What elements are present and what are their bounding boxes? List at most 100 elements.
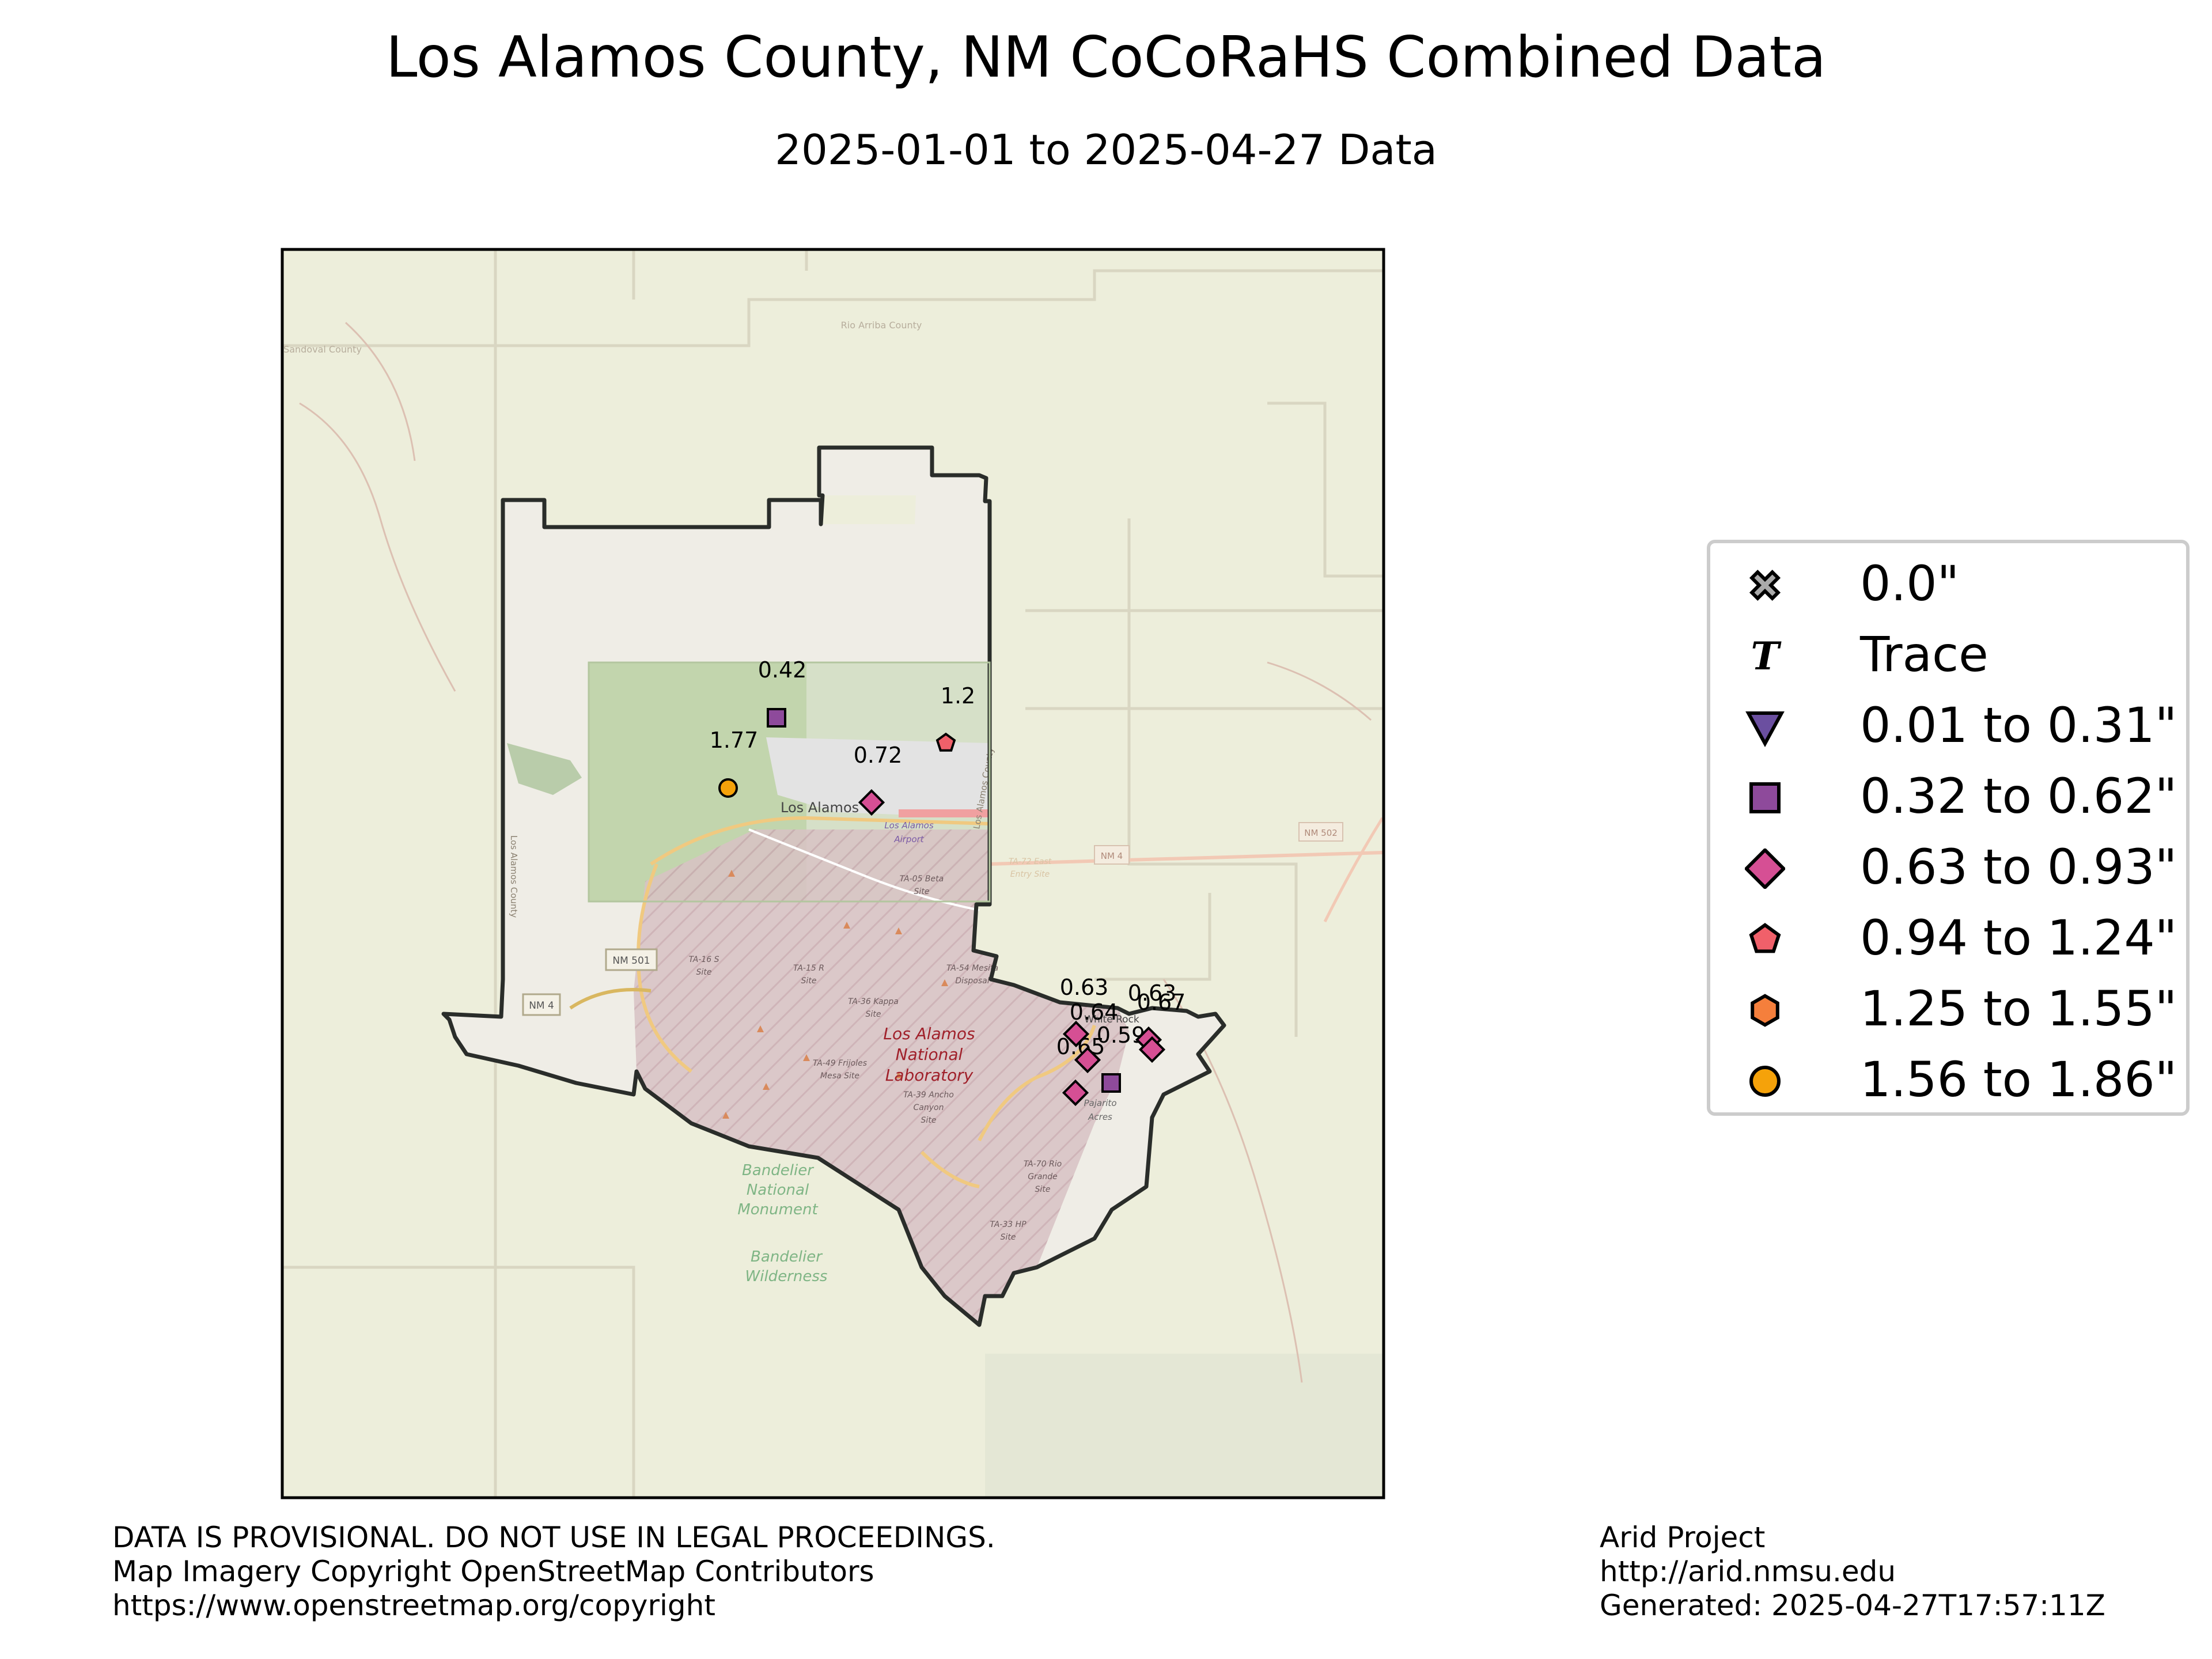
project-url[interactable]: http://arid.nmsu.edu [1600, 1555, 1896, 1588]
monument-label-3: Monument [737, 1201, 818, 1218]
disclaimer-text: DATA IS PROVISIONAL. DO NOT USE IN LEGAL… [112, 1521, 995, 1554]
circle-marker-icon [1749, 1066, 1781, 1097]
station-value-label: 0.72 [854, 743, 903, 768]
ta39-label-3: Site [921, 1116, 937, 1125]
sandoval-label: Sandoval County [283, 344, 362, 355]
station-value-label: 1.2 [941, 683, 975, 709]
legend-label: 0.01 to 0.31" [1860, 697, 2177, 753]
western-patch [507, 743, 582, 795]
national-laboratory-area [634, 830, 1129, 1325]
station-value-label: 0.67 [1137, 990, 1186, 1015]
road-nm501: NM 501 [612, 955, 650, 967]
pentagon-marker-icon [1749, 923, 1781, 953]
ta70-label-2: Grande [1028, 1172, 1058, 1181]
legend-item: 1.25 to 1.55" [1710, 974, 2186, 1045]
legend-label: 0.32 to 0.62" [1860, 768, 2177, 824]
triangle-down-marker-icon [1745, 711, 1785, 747]
airport-label-2: Airport [893, 834, 924, 844]
admin-boundaries [282, 249, 1384, 1498]
roads [569, 816, 1384, 1188]
road-nm4-east: NM 4 [1101, 851, 1123, 861]
footer-disclaimer: DATA IS PROVISIONAL. DO NOT USE IN LEGAL… [112, 1521, 995, 1623]
legend-item: 0.0" [1710, 549, 2186, 620]
ta39-label-1: TA-39 Ancho [903, 1090, 954, 1100]
ta16-label-1: TA-16 S [688, 955, 719, 964]
forest-outline [588, 661, 991, 903]
svg-text:T: T [1751, 636, 1782, 676]
road-shields [522, 822, 1343, 1016]
ta54-label-1: TA-54 Mesita [946, 964, 998, 973]
station-value-label: 0.42 [758, 657, 807, 683]
ta39-label-2: Canyon [914, 1103, 944, 1112]
legend-item: 0.32 to 0.62" [1710, 762, 2186, 832]
monument-label-1: Bandelier [742, 1162, 815, 1179]
legend-item: 0.01 to 0.31" [1710, 691, 2186, 762]
legend-item: T Trace [1710, 620, 2186, 691]
airport-runway [899, 809, 990, 817]
ta05-label-2: Site [914, 887, 930, 896]
legend-label: 1.56 to 1.86" [1860, 1051, 2177, 1108]
wilderness-label-1: Bandelier [751, 1248, 823, 1266]
ta16-label-2: Site [696, 968, 712, 977]
wilderness-label-2: Wilderness [745, 1268, 828, 1285]
station-marker[interactable] [1101, 1073, 1121, 1093]
x-marker-icon [1749, 569, 1781, 601]
generated-timestamp: Generated: 2025-04-27T17:57:11Z [1600, 1589, 2105, 1622]
station-marker[interactable] [1074, 1046, 1101, 1074]
legend: 0.0" T Trace 0.01 to 0.31" 0.32 to 0.62" 0.63… [1707, 540, 2190, 1116]
ta70-label-3: Site [1035, 1185, 1051, 1194]
airport-label-1: Los Alamos [884, 820, 934, 831]
legend-item: 1.56 to 1.86" [1710, 1045, 2186, 1116]
map-subtitle: 2025-01-01 to 2025-04-27 Data [775, 126, 1437, 174]
station-marker[interactable] [1062, 1020, 1090, 1048]
legend-item: 0.63 to 0.93" [1710, 832, 2186, 903]
project-name: Arid Project [1600, 1521, 1766, 1554]
station-marker[interactable] [767, 708, 786, 728]
station-value-label: 0.64 [1070, 999, 1119, 1025]
ta36-label-1: TA-36 Kappa [848, 997, 899, 1006]
county-label-west: Los Alamos County [509, 835, 519, 918]
legend-label: 0.94 to 1.24" [1860, 910, 2177, 966]
peak-markers [722, 870, 948, 1119]
square-marker-icon [1749, 782, 1781, 813]
ta33-label-1: TA-33 HP [990, 1220, 1027, 1229]
station-marker[interactable] [935, 732, 956, 752]
basemap-labels: Los Alamos Los Alamos Airport Los Alamos… [283, 320, 1338, 1285]
legend-item: 0.94 to 1.24" [1710, 903, 2186, 974]
station-value-label: 0.59 [1097, 1022, 1146, 1048]
pajarito-label-2: Acres [1088, 1112, 1112, 1122]
ta15-label-2: Site [801, 976, 817, 986]
map-title: Los Alamos County, NM CoCoRaHS Combined … [385, 25, 1827, 90]
monument-label-2: National [747, 1181, 809, 1199]
rio-arriba-label: Rio Arriba County [841, 320, 922, 331]
ta49-label-2: Mesa Site [820, 1071, 859, 1081]
footer-credits: Arid Project http://arid.nmsu.edu Genera… [1600, 1521, 2105, 1623]
station-value-label: 0.63 [1060, 975, 1109, 1000]
copyright-url[interactable]: https://www.openstreetmap.org/copyright [112, 1589, 715, 1622]
T-marker-icon: T [1751, 636, 1782, 676]
ta36-label-2: Site [866, 1010, 881, 1019]
station-marker[interactable] [1138, 1036, 1166, 1063]
ta15-label-1: TA-15 R [793, 964, 824, 973]
ta05-label-1: TA-05 Beta [900, 874, 944, 884]
diamond-marker-icon [1745, 849, 1785, 889]
map-frame [281, 248, 1385, 1499]
lab-label-2: National [896, 1045, 963, 1064]
legend-label: 0.63 to 0.93" [1860, 839, 2177, 895]
station-marker[interactable] [718, 778, 738, 798]
ta72-label-2: Entry Site [1010, 870, 1050, 879]
road-nm4-west: NM 4 [529, 1000, 554, 1012]
basemap: Los Alamos Los Alamos Airport Los Alamos… [282, 249, 1384, 1498]
ta33-label-2: Site [1001, 1233, 1016, 1242]
legend-label: 1.25 to 1.55" [1860, 980, 2177, 1037]
ta70-label-1: TA-70 Rio [1024, 1160, 1062, 1169]
town-label: Los Alamos [781, 800, 859, 816]
stations-layer: 0.421.21.770.720.63 0.630.64 0.670.590.65 [710, 657, 1186, 1107]
station-marker[interactable] [858, 789, 885, 816]
legend-label: Trace [1860, 626, 1988, 683]
road-nm502: NM 502 [1304, 828, 1338, 838]
legend-label: 0.0" [1860, 555, 1960, 612]
station-marker[interactable] [1062, 1079, 1089, 1107]
townsite [766, 737, 990, 818]
